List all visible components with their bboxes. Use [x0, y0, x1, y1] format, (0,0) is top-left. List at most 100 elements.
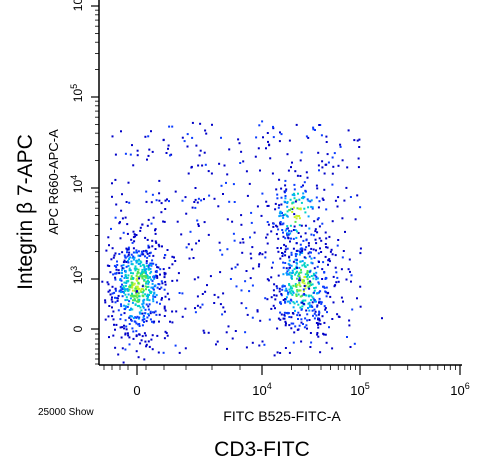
- event-dot: [164, 254, 166, 256]
- event-dot: [310, 341, 313, 344]
- event-dot: [197, 223, 200, 226]
- event-dot: [321, 278, 324, 280]
- event-dot: [258, 124, 261, 127]
- event-dot: [114, 289, 117, 292]
- event-dot: [311, 306, 314, 308]
- event-dot: [149, 290, 152, 293]
- y-tick-label: 0: [71, 325, 85, 332]
- event-dot: [145, 272, 147, 275]
- event-dot: [289, 302, 292, 305]
- event-dot: [249, 252, 252, 255]
- event-dot: [232, 232, 235, 235]
- event-dot: [280, 247, 282, 250]
- event-dot: [325, 141, 328, 143]
- event-dot: [312, 234, 315, 237]
- event-dot: [117, 309, 120, 312]
- event-dot: [309, 346, 312, 348]
- event-dot: [125, 247, 128, 250]
- event-dot: [114, 301, 117, 304]
- event-dot: [305, 171, 308, 174]
- event-dot: [137, 254, 140, 257]
- event-dot: [298, 275, 301, 278]
- event-dot: [127, 303, 130, 306]
- event-dot: [142, 300, 145, 303]
- event-dot: [359, 285, 362, 288]
- event-dot: [298, 253, 301, 256]
- event-dot: [131, 283, 134, 286]
- event-dot: [324, 231, 327, 234]
- event-dot: [293, 194, 296, 197]
- event-dot: [305, 284, 308, 287]
- event-dot: [133, 233, 136, 236]
- event-dot: [299, 243, 302, 246]
- event-dot: [144, 269, 146, 271]
- event-dot: [318, 237, 321, 240]
- event-dot: [134, 295, 137, 298]
- event-dot: [308, 304, 311, 307]
- event-dot: [145, 288, 147, 291]
- event-dot: [121, 347, 124, 350]
- event-dot: [359, 206, 362, 209]
- event-dot: [205, 132, 208, 135]
- event-dot: [314, 274, 317, 277]
- event-dot: [316, 305, 319, 308]
- event-dot: [120, 303, 122, 306]
- event-dot: [267, 204, 270, 207]
- event-dot: [301, 264, 304, 267]
- event-dot: [145, 260, 148, 263]
- event-dot: [163, 307, 166, 310]
- event-dot: [123, 281, 126, 284]
- event-dot: [325, 246, 328, 249]
- event-dot: [324, 290, 327, 293]
- event-dot: [156, 276, 159, 279]
- event-dot: [187, 172, 190, 175]
- event-dot: [300, 268, 302, 271]
- event-dot: [151, 320, 153, 323]
- event-dot: [126, 332, 129, 335]
- event-dot: [136, 296, 139, 299]
- event-dot: [276, 327, 279, 330]
- event-dot: [325, 163, 328, 166]
- event-dot: [158, 320, 160, 323]
- event-dot: [134, 316, 137, 319]
- event-dot: [301, 301, 304, 304]
- event-dot: [137, 291, 140, 294]
- event-dot: [314, 230, 317, 233]
- event-dot: [128, 323, 131, 325]
- event-dot: [257, 147, 260, 150]
- event-dot: [301, 294, 304, 297]
- event-dot: [294, 170, 297, 173]
- event-dot: [286, 210, 289, 213]
- event-dot: [309, 281, 312, 284]
- event-dot: [284, 179, 287, 182]
- event-dot: [203, 198, 205, 201]
- event-dot: [113, 254, 116, 257]
- event-dot: [148, 148, 151, 151]
- event-dot: [185, 246, 188, 249]
- event-dot: [313, 287, 316, 289]
- event-dot: [209, 275, 212, 278]
- event-dot: [104, 318, 107, 321]
- event-dot: [135, 322, 138, 325]
- event-dot: [135, 350, 138, 353]
- event-dot: [128, 288, 131, 291]
- event-dot: [141, 312, 144, 315]
- event-dot: [150, 270, 153, 273]
- event-dot: [134, 269, 137, 272]
- x-tick-label: 105: [350, 381, 369, 398]
- event-dot: [298, 250, 301, 253]
- event-dot: [228, 200, 231, 203]
- event-dot: [301, 251, 304, 254]
- event-dot: [148, 264, 150, 267]
- event-dot: [146, 275, 149, 278]
- event-dot: [118, 253, 121, 255]
- event-dot: [150, 130, 152, 133]
- event-dot: [161, 245, 163, 248]
- event-dot: [144, 308, 147, 311]
- event-dot: [300, 196, 303, 199]
- event-dot: [133, 256, 136, 259]
- event-dot: [127, 274, 130, 277]
- event-dot: [226, 248, 229, 251]
- event-dot: [279, 352, 282, 354]
- event-dot: [164, 309, 167, 312]
